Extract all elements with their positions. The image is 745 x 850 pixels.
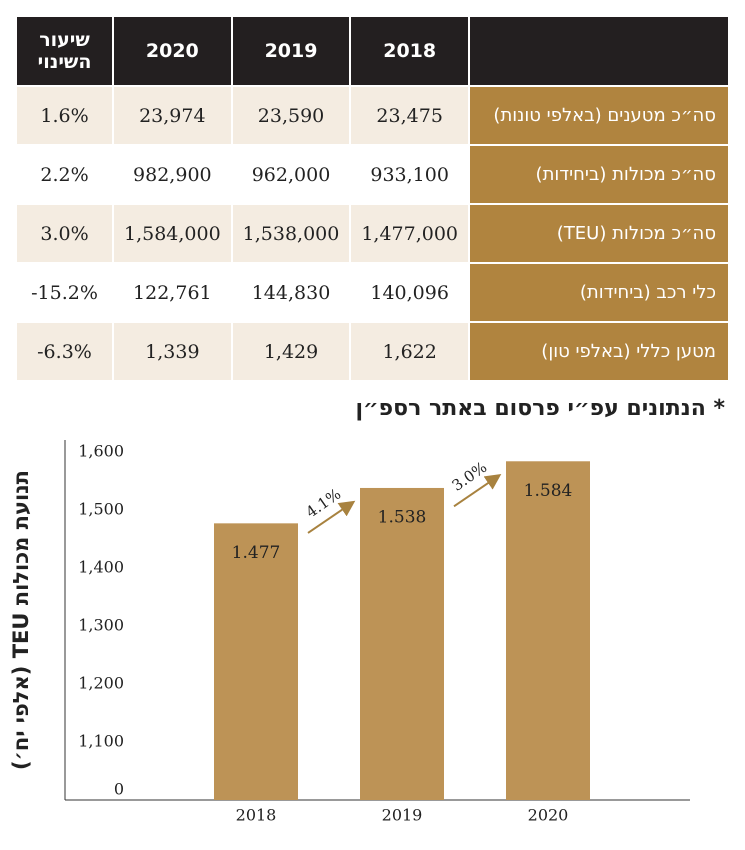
y-tick-label: 1,200 (78, 674, 124, 693)
value-label: 1.584 (524, 481, 573, 501)
y-tick-label: 1,600 (78, 442, 124, 461)
header-cell: שיעור השינוי (15, 15, 114, 87)
table-cell: -6.3% (15, 321, 114, 382)
table-cell: 1,584,000 (112, 203, 233, 264)
header-cell: 2018 (349, 15, 470, 87)
table-body: סה״כ מטענים (באלפי טונות) 23,475 23,590 23,… (15, 85, 730, 382)
table-cell: 23,475 (349, 85, 470, 146)
table-cell: 1,622 (349, 321, 470, 382)
table-cell: 3.0% (15, 203, 114, 264)
table-row: סה״כ מטענים (באלפי טונות) 23,475 23,590 23,… (15, 85, 730, 146)
y-tick-label: 1,500 (78, 500, 124, 519)
chart: 0 1,100 1,200 1,300 1,400 1,500 1,600 תנועת מכו… (9, 440, 690, 825)
table-cell: 2.2% (15, 144, 114, 205)
y-axis-label: תנועת מכולות TEU (אלפי יח׳) (9, 470, 33, 770)
table-row: סה״כ מכולות (TEU) 1,477,000 1,538,000 1,584… (15, 203, 730, 264)
growth-label: 3.0% (449, 458, 491, 495)
note: * הנתונים עפ״י פרסום באתר רספ״ן (355, 396, 725, 421)
table-cell: 1,429 (230, 321, 352, 382)
x-tick-label: 2020 (528, 806, 569, 825)
row-label: כלי רכב (ביחידות) (468, 262, 730, 323)
header-row: 2018 2019 2020 שיעור השינוי (15, 15, 730, 87)
value-label: 1.538 (378, 507, 427, 527)
header-cell: 2020 (112, 15, 233, 87)
table-cell: 1,538,000 (230, 203, 352, 264)
y-tick-label: 0 (114, 780, 124, 799)
growth-label: 4.1% (303, 485, 345, 522)
row-label: סה״כ מכולות (ביחידות) (468, 144, 730, 205)
table-row: מטען כללי (באלפי טון) 1,622 1,429 1,339 -6.3… (15, 321, 730, 382)
value-label: 1.477 (232, 543, 281, 563)
table-cell: 122,761 (112, 262, 233, 323)
x-tick-label: 2019 (382, 806, 423, 825)
bar (360, 487, 444, 800)
row-label: סה״כ מכולות (TEU) (468, 203, 730, 264)
table-cell: 144,830 (230, 262, 352, 323)
data-table: 2018 2019 2020 שיעור השינוי סה״כ מטענים … (15, 15, 730, 382)
x-tick-label: 2018 (236, 806, 277, 825)
table-cell: 962,000 (230, 144, 352, 205)
y-tick-label: 1,100 (78, 732, 124, 751)
row-label: מטען כללי (באלפי טון) (468, 321, 730, 382)
growth-arrow (453, 474, 502, 508)
table-cell: -15.2% (15, 262, 114, 323)
table-cell: 1.6% (15, 85, 114, 146)
row-label: סה״כ מטענים (באלפי טונות) (468, 85, 730, 146)
table-cell: 1,477,000 (349, 203, 470, 264)
table-row: סה״כ מכולות (ביחידות) 933,100 962,000 982,9… (15, 144, 730, 205)
table-cell: 23,590 (230, 85, 352, 146)
table-cell: 982,900 (112, 144, 233, 205)
growth-arrow (307, 500, 356, 534)
bar (214, 523, 298, 800)
y-tick-label: 1,400 (78, 558, 124, 577)
table-cell: 23,974 (112, 85, 233, 146)
table-row: כלי רכב (ביחידות) 140,096 144,830 122,761 -1… (15, 262, 730, 323)
table-cell: 1,339 (112, 321, 233, 382)
bar (506, 461, 590, 800)
table-cell: 933,100 (349, 144, 470, 205)
header-cell: 2019 (230, 15, 352, 87)
y-tick-label: 1,300 (78, 616, 124, 635)
header-blank (468, 15, 730, 87)
table-cell: 140,096 (349, 262, 470, 323)
